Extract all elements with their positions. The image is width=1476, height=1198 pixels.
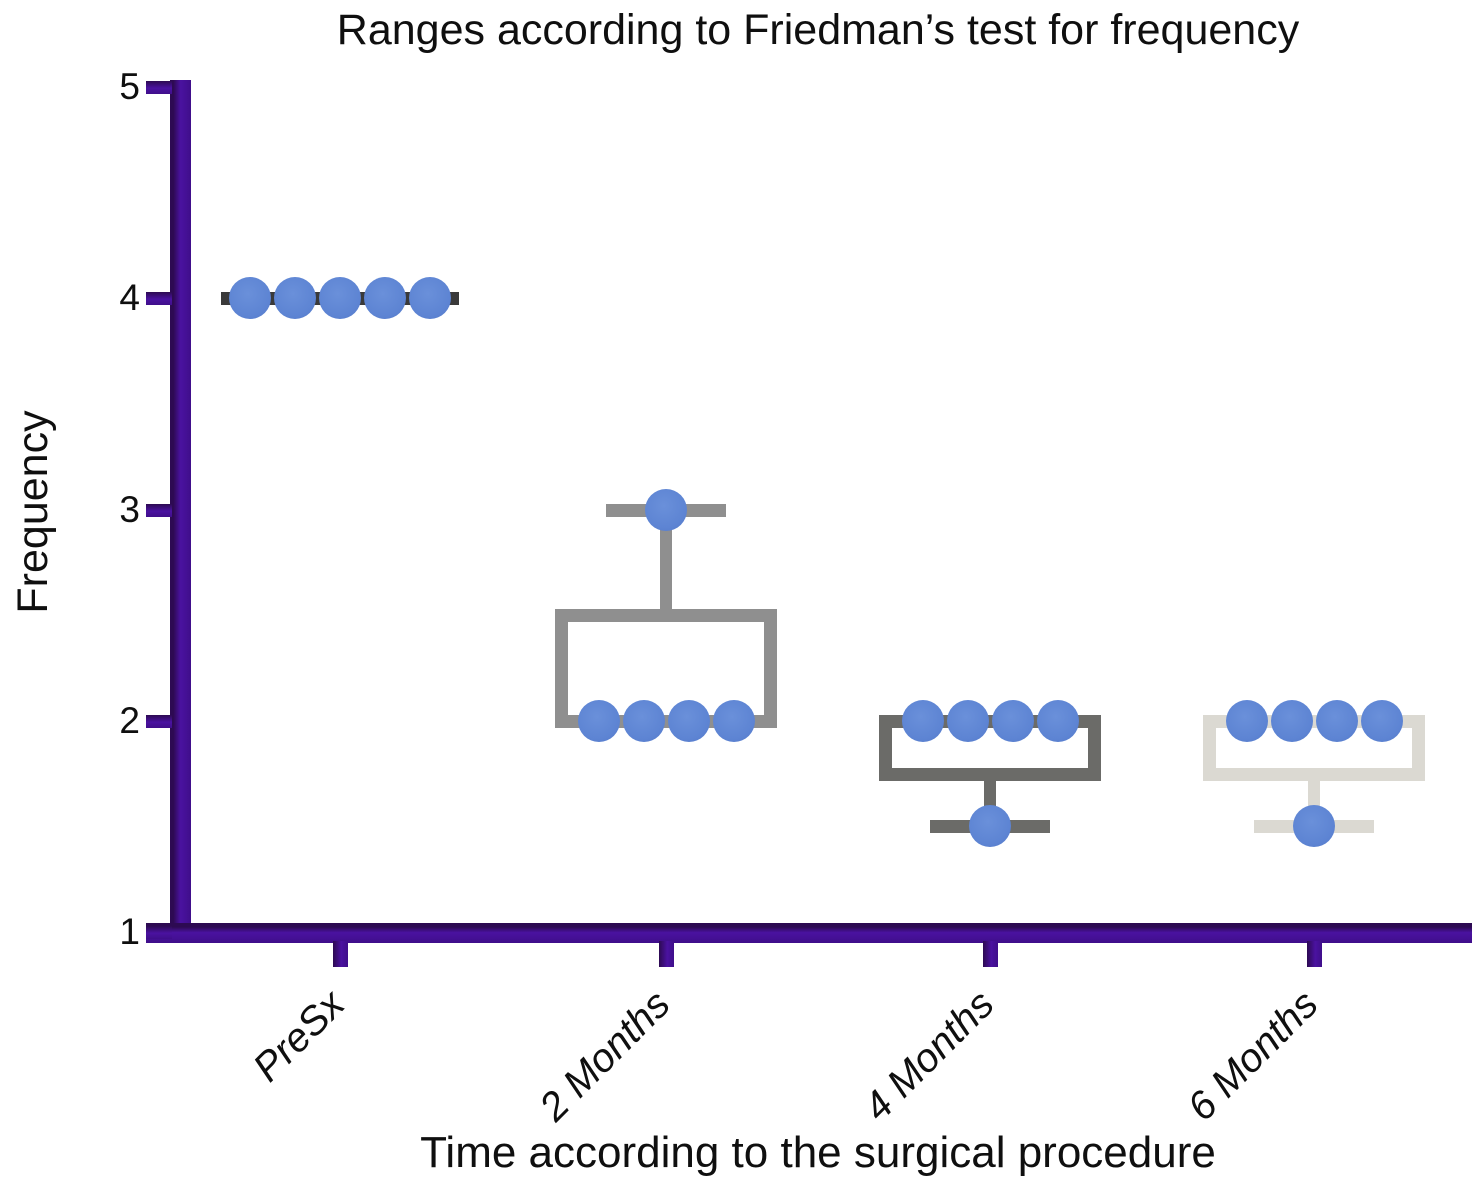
x-tick xyxy=(333,941,348,967)
data-point xyxy=(645,488,687,531)
y-tick-label: 4 xyxy=(119,277,140,319)
y-tick-label: 3 xyxy=(119,488,140,530)
y-axis-label: Frequency xyxy=(9,410,57,614)
x-axis-label: Time according to the surgical procedure xyxy=(420,1128,1216,1177)
data-point xyxy=(667,699,710,742)
data-point xyxy=(1225,699,1268,742)
data-point xyxy=(712,699,755,742)
data-point xyxy=(946,699,989,742)
data-point xyxy=(229,277,271,320)
y-tick-label: 1 xyxy=(119,911,140,952)
y-tick xyxy=(146,714,172,728)
data-point xyxy=(319,277,361,320)
data-point xyxy=(622,699,665,742)
x-tick-label: 4 Months xyxy=(855,982,1004,1130)
data-point xyxy=(901,699,944,742)
x-axis-line xyxy=(146,923,1472,943)
data-point xyxy=(991,699,1034,742)
y-tick xyxy=(146,81,172,95)
data-point xyxy=(1293,805,1335,848)
x-tick xyxy=(983,941,998,967)
chart-title: Ranges according to Friedman’s test for … xyxy=(336,6,1300,54)
x-tick-label: PreSx xyxy=(244,982,354,1091)
data-point xyxy=(1270,699,1313,742)
y-tick xyxy=(146,503,172,517)
y-tick-label: 5 xyxy=(119,66,140,108)
y-tick-label: 2 xyxy=(119,699,140,741)
x-tick xyxy=(659,941,674,967)
y-tick xyxy=(146,292,172,306)
data-point xyxy=(1315,699,1358,742)
data-point xyxy=(577,699,620,742)
x-tick-label: 6 Months xyxy=(1179,982,1328,1130)
x-tick-label: 2 Months xyxy=(531,982,680,1130)
data-point xyxy=(1360,699,1403,742)
x-tick xyxy=(1307,941,1322,967)
data-point xyxy=(364,277,406,320)
whisker xyxy=(660,509,672,616)
data-point xyxy=(969,805,1011,848)
data-point xyxy=(1036,699,1079,742)
data-point xyxy=(409,277,451,320)
y-tick xyxy=(146,926,172,939)
data-point xyxy=(274,277,316,320)
y-axis-line xyxy=(170,80,191,943)
